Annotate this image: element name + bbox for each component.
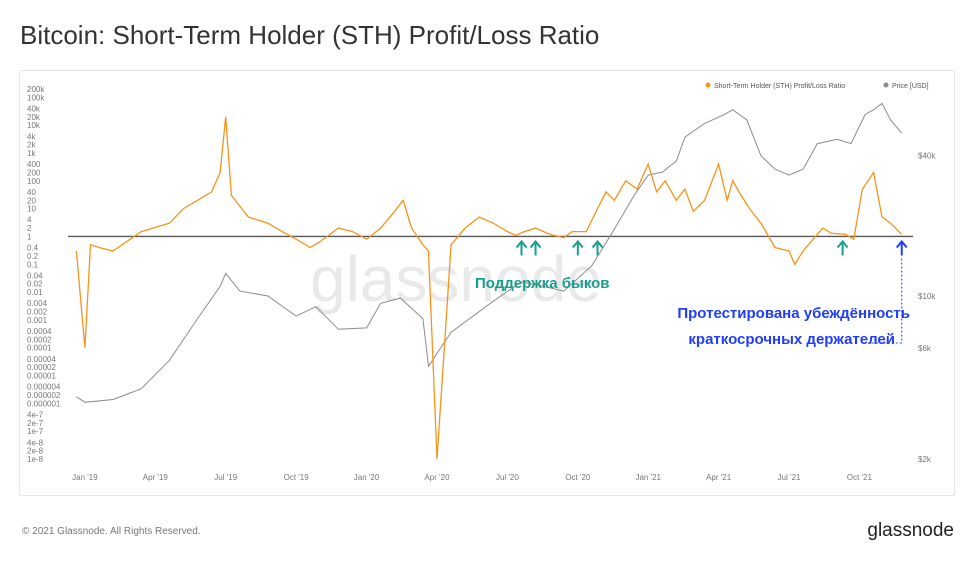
left-tick-label: 1 [27, 232, 32, 241]
left-tick-label: 4 [27, 216, 32, 225]
left-tick-label: 10 [27, 205, 36, 214]
left-tick-label: 200k [27, 85, 45, 94]
chart-panel: 200k 100k 40k 20k 10k 4k 2k 1k 400 200 100 40 20 10 4 2… [19, 70, 955, 496]
left-tick-label: 0.000004 [27, 383, 61, 392]
left-tick-label: 0.02 [27, 280, 43, 289]
left-tick-label: 0.0002 [27, 335, 52, 344]
x-tick-label: Apr '20 [424, 473, 450, 482]
legend: Short-Term Holder (STH) Profit/Loss Rati… [705, 82, 929, 90]
right-tick-label: $40k [918, 152, 936, 161]
left-tick-label: 40k [27, 104, 41, 113]
blue-arrow-icon [895, 239, 908, 256]
legend-sth-label: Short-Term Holder (STH) Profit/Loss Rati… [714, 83, 845, 90]
left-tick-label: 0.000002 [27, 391, 61, 400]
left-tick-label: 100 [27, 177, 41, 186]
left-tick-label: 2k [27, 141, 36, 150]
left-tick-label: 0.01 [27, 288, 43, 297]
left-tick-label: 0.002 [27, 308, 48, 317]
x-tick-label: Jul '21 [778, 473, 801, 482]
green-arrow-icon [529, 239, 542, 256]
green-arrow-icon [572, 239, 584, 256]
annotation-bull-support: Поддержка быков [475, 275, 610, 292]
right-tick-label: $2k [918, 455, 932, 464]
right-tick-label: $10k [918, 292, 936, 301]
brand-logo-text: glassnode [867, 520, 954, 541]
annotation-sth-tested-line2: краткосрочных держателей [688, 331, 895, 348]
left-tick-label: 100k [27, 93, 45, 102]
x-tick-label: Oct '19 [284, 473, 310, 482]
legend-price-marker [883, 82, 889, 88]
watermark: glassnode [310, 243, 602, 315]
left-tick-label: 2e-7 [27, 419, 44, 428]
left-tick-label: 0.001 [27, 316, 48, 325]
left-tick-label: 0.2 [27, 252, 39, 261]
left-tick-label: 1e-7 [27, 427, 44, 436]
left-tick-label: 0.004 [27, 299, 48, 308]
left-tick-label: 0.4 [27, 244, 39, 253]
left-tick-label: 10k [27, 121, 41, 130]
left-tick-label: 200 [27, 168, 41, 177]
left-tick-label: 0.00002 [27, 363, 56, 372]
green-arrow-icon [836, 239, 849, 256]
sth-series-line [75, 116, 903, 460]
left-axis: 200k100k40k20k10k4k2k1k40020010040201042… [27, 85, 61, 464]
x-tick-label: Jan '19 [72, 473, 98, 482]
left-tick-label: 0.0004 [27, 327, 52, 336]
green-arrow-icon [515, 239, 528, 256]
x-tick-label: Jul '19 [214, 473, 237, 482]
left-tick-label: 4e-8 [27, 438, 44, 447]
chart-svg: 200k100k40k20k10k4k2k1k40020010040201042… [27, 82, 936, 482]
left-tick-label: 2e-8 [27, 447, 44, 456]
left-tick-label: 0.04 [27, 271, 43, 280]
left-tick-label: 4e-7 [27, 410, 44, 419]
x-tick-label: Oct '21 [847, 473, 873, 482]
x-tick-label: Jul '20 [496, 473, 519, 482]
left-tick-label: 0.00004 [27, 355, 56, 364]
x-tick-label: Apr '21 [706, 473, 732, 482]
left-tick-label: 0.1 [27, 260, 39, 269]
annotations: Поддержка быков Протестирована убеждённо… [475, 239, 910, 348]
left-tick-label: 20 [27, 196, 36, 205]
left-tick-label: 4k [27, 132, 36, 141]
annotation-arrows [515, 239, 908, 344]
left-tick-label: 40 [27, 188, 36, 197]
x-tick-label: Jan '20 [354, 473, 380, 482]
left-tick-label: 1e-8 [27, 455, 44, 464]
left-tick-label: 20k [27, 113, 41, 122]
x-tick-label: Oct '20 [565, 473, 591, 482]
x-axis: Jan '19 Apr '19 Jul '19 Oct '19 Jan '20 Apr '… [72, 473, 872, 482]
left-tick-label: 400 [27, 160, 41, 169]
left-tick-label: 0.0001 [27, 344, 52, 353]
left-tick-label: 1k [27, 149, 36, 158]
right-axis: $40k $10k $6k $2k [918, 152, 936, 464]
annotation-sth-tested-line1: Протестирована убеждённость [677, 305, 910, 322]
green-arrow-icon [591, 239, 604, 256]
left-tick-label: 0.000001 [27, 399, 61, 408]
chart-title: Bitcoin: Short-Term Holder (STH) Profit/… [20, 20, 600, 50]
right-tick-label: $6k [918, 344, 932, 353]
left-tick-label: 0.00001 [27, 372, 56, 381]
copyright-text: © 2021 Glassnode. All Rights Reserved. [22, 526, 201, 537]
left-tick-label: 2 [27, 224, 32, 233]
price-series-line [76, 102, 903, 403]
x-tick-label: Apr '19 [143, 473, 169, 482]
legend-sth-marker [705, 82, 711, 88]
legend-price-label: Price [USD] [892, 83, 929, 90]
x-tick-label: Jan '21 [635, 473, 661, 482]
